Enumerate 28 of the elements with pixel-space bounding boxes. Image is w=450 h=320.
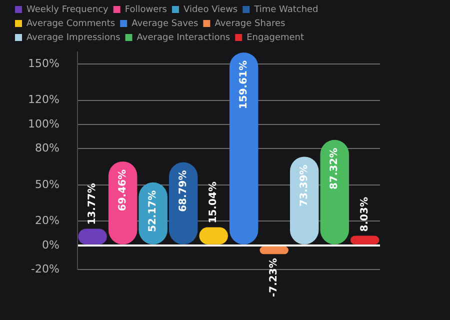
legend-label: Followers bbox=[124, 4, 168, 15]
data-label: 52.17% bbox=[148, 190, 159, 232]
y-tick-label: 0% bbox=[42, 238, 60, 252]
legend-label: Average Saves bbox=[132, 18, 199, 29]
y-tick-label: 150% bbox=[28, 56, 60, 70]
y-tick-label: 80% bbox=[34, 142, 60, 155]
legend-label: Average Interactions bbox=[136, 32, 230, 43]
data-label: 73.39% bbox=[298, 164, 310, 206]
legend-label: Time Watched bbox=[253, 4, 318, 15]
data-label: -7.23% bbox=[268, 258, 280, 298]
legend-label: Average Shares bbox=[214, 18, 286, 29]
data-label: 8.03% bbox=[359, 197, 370, 232]
data-label: 159.61% bbox=[238, 60, 250, 110]
legend-label: Engagement bbox=[246, 32, 304, 43]
legend-label: Average Impressions bbox=[26, 32, 121, 43]
data-label: 13.77% bbox=[87, 183, 98, 225]
y-tick-label: -20% bbox=[31, 262, 60, 276]
data-label: 87.32% bbox=[329, 148, 340, 190]
y-tick-label: 100% bbox=[28, 117, 60, 130]
legend-label: Video Views bbox=[183, 4, 238, 15]
y-tick-label: 50% bbox=[34, 178, 60, 191]
y-tick-label: 120% bbox=[28, 93, 60, 106]
y-tick-label: 20% bbox=[34, 214, 60, 228]
legend-label: Average Comments bbox=[26, 18, 116, 29]
legend-label: Weekly Frequency bbox=[26, 4, 110, 15]
data-label: 15.04% bbox=[208, 182, 220, 224]
data-label: 68.79% bbox=[178, 170, 189, 212]
data-label: 69.46% bbox=[117, 169, 128, 212]
